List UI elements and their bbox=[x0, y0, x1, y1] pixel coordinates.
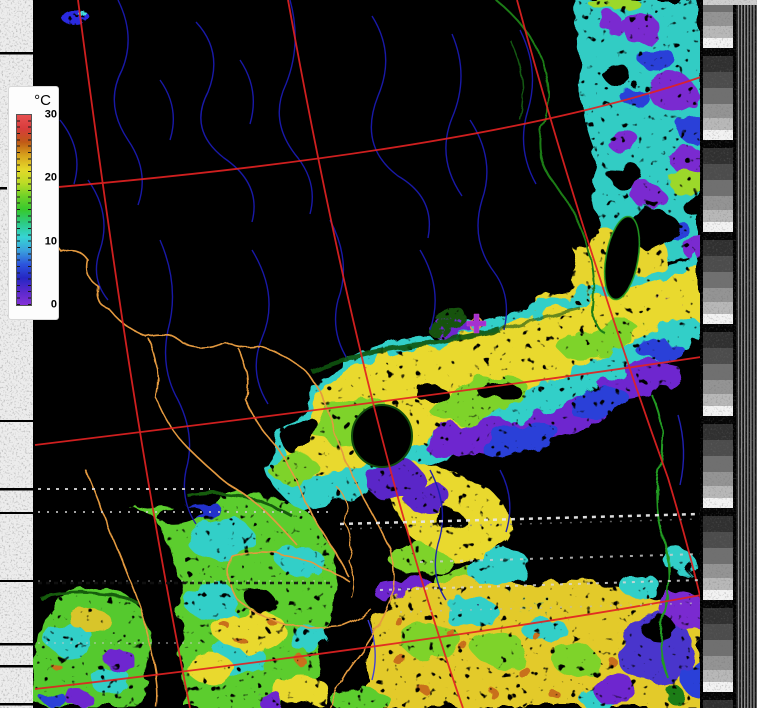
legend-title: °C bbox=[34, 92, 51, 109]
tick-label-30: 30 bbox=[44, 108, 57, 121]
meridian-line bbox=[516, 0, 702, 601]
temperature-legend: °C 30 20 10 0 bbox=[8, 86, 59, 320]
parallel-line bbox=[34, 356, 702, 446]
taiwan-island bbox=[603, 215, 641, 301]
country-borders bbox=[34, 229, 484, 708]
tick-label-20: 20 bbox=[44, 171, 57, 184]
magenta-cross-marker bbox=[466, 313, 487, 334]
graticule bbox=[34, 0, 702, 708]
parallel-line bbox=[34, 76, 702, 190]
tick-label-0: 0 bbox=[50, 298, 57, 311]
sst-field-northeast bbox=[532, 0, 716, 346]
grayscale-wedge bbox=[700, 0, 757, 708]
temperature-colorbar bbox=[16, 114, 32, 306]
rivers bbox=[34, 0, 685, 681]
tick-label-10: 10 bbox=[44, 235, 57, 248]
islands bbox=[351, 215, 641, 468]
sst-field-andaman-side bbox=[35, 586, 149, 708]
sst-minor-patches bbox=[61, 9, 468, 338]
meridian-line bbox=[77, 0, 191, 708]
coastlines bbox=[39, 0, 670, 679]
parallel-line bbox=[34, 594, 702, 690]
legend-tick-labels: 30 20 10 0 bbox=[35, 109, 59, 310]
noise-streaks bbox=[38, 488, 702, 644]
meridian-line bbox=[287, 0, 464, 708]
